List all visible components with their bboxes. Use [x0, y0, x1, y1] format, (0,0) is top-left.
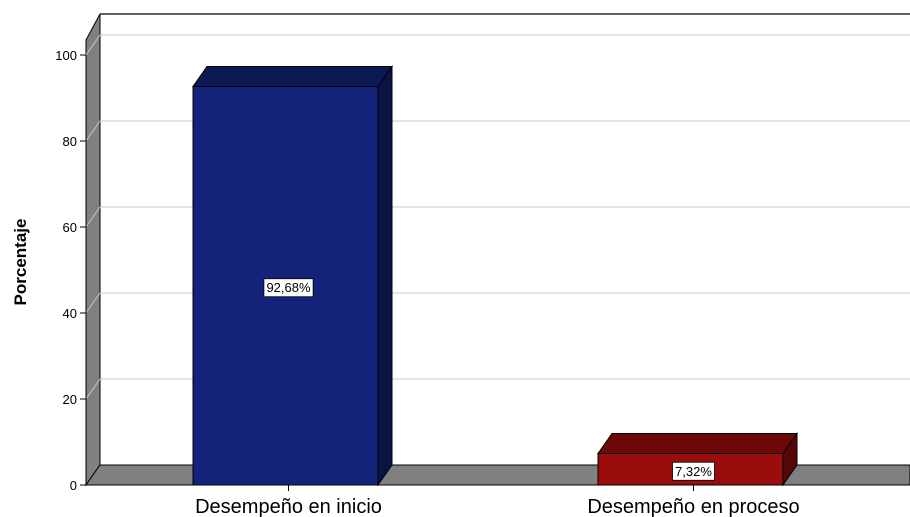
y-tick-label: 40: [63, 306, 77, 321]
gridline-wall: [85, 292, 101, 314]
y-axis-title: Porcentaje: [11, 219, 30, 306]
bar: 7,32%: [597, 431, 798, 487]
data-label-box: [672, 461, 715, 481]
x-axis: Desempeño en inicio Desempeño en proceso: [195, 485, 800, 517]
left-wall: [85, 13, 101, 487]
x-tick-label: Desempeño en inicio: [195, 496, 382, 517]
data-label-box: [263, 278, 314, 298]
bar-side: [377, 64, 393, 487]
gridline-wall: [85, 34, 101, 56]
bar-top: [192, 65, 393, 87]
x-tick-label: Desempeño en proceso: [587, 496, 799, 517]
data-label: 92,68%: [266, 280, 311, 295]
gridline-wall: [85, 120, 101, 142]
y-tick-label: 20: [63, 392, 77, 407]
data-label: 7,32%: [675, 464, 712, 479]
y-axis: 0 20 40 60 80 100: [55, 48, 87, 493]
y-tick-label: 100: [55, 48, 77, 63]
gridline-wall: [85, 378, 101, 400]
y-tick-label: 60: [63, 220, 77, 235]
bar: 92,68%: [192, 64, 393, 487]
y-tick-label: 0: [70, 478, 77, 493]
bar-top: [597, 433, 798, 455]
bars: 92,68% 7,32%: [192, 64, 798, 487]
y-tick-label: 80: [63, 134, 77, 149]
gridline-wall: [85, 206, 101, 228]
